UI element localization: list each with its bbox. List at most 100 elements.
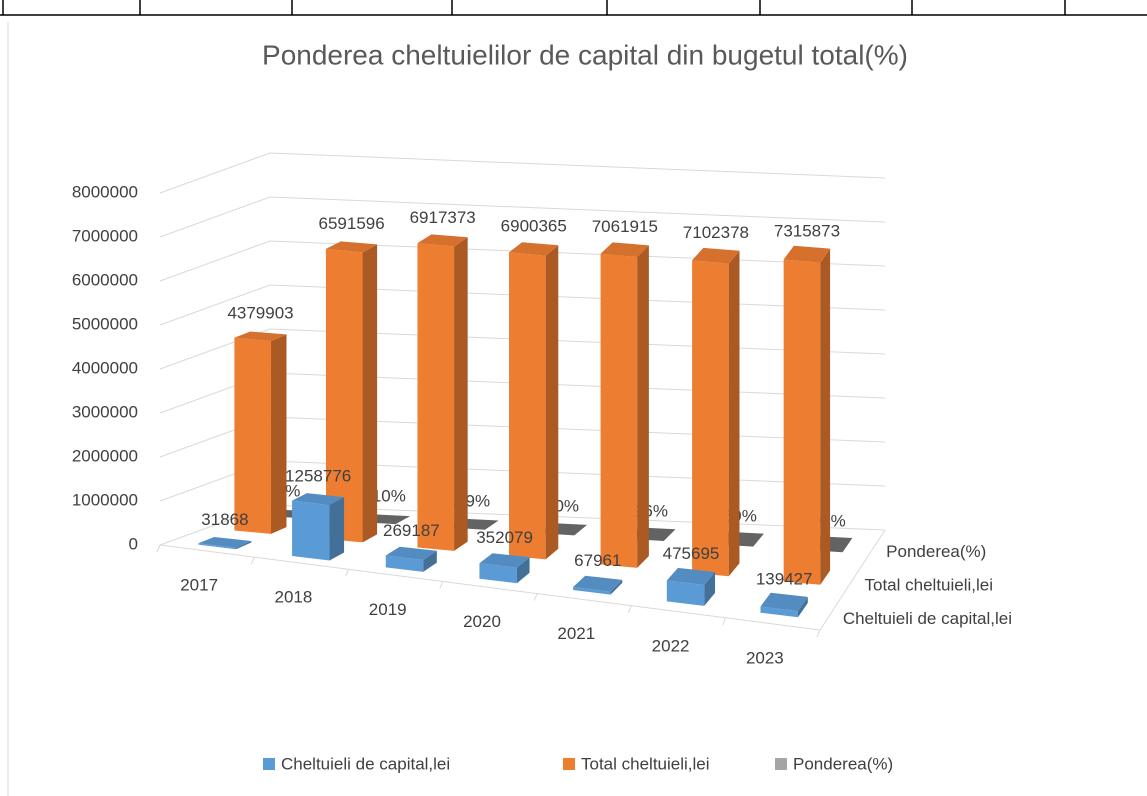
bar-top bbox=[385, 546, 437, 561]
x-tick-label: 2019 bbox=[369, 600, 407, 619]
data-label: 4379903 bbox=[227, 304, 293, 323]
chart-title: Ponderea cheltuielilor de capital din bu… bbox=[262, 39, 908, 70]
x-tick-label: 2021 bbox=[557, 624, 595, 643]
bar-side bbox=[610, 579, 623, 595]
data-label: 6591596 bbox=[319, 214, 385, 233]
y-tick-label: 3000000 bbox=[72, 402, 138, 421]
bar bbox=[692, 247, 740, 577]
x-tick bbox=[533, 593, 538, 601]
legend-label: Cheltuieli de capital,lei bbox=[281, 754, 450, 773]
bar-top bbox=[417, 234, 468, 247]
bar bbox=[417, 234, 468, 551]
bar-side bbox=[820, 248, 831, 585]
data-label: 6917373 bbox=[410, 208, 476, 227]
x-tick bbox=[345, 569, 350, 577]
x-tick-label: 2020 bbox=[463, 612, 501, 631]
bar-front bbox=[573, 587, 611, 595]
x-tick bbox=[816, 629, 821, 638]
bar-front bbox=[198, 543, 236, 550]
data-label: 7102378 bbox=[683, 223, 749, 242]
grid-line bbox=[159, 196, 886, 238]
bar-side bbox=[516, 557, 530, 584]
bar-top bbox=[325, 241, 378, 253]
y-tick-label: 5000000 bbox=[72, 314, 138, 333]
data-label: 7061915 bbox=[592, 217, 658, 236]
data-label: 352079 bbox=[476, 528, 533, 547]
bar-front bbox=[292, 500, 330, 561]
bar bbox=[509, 242, 559, 560]
bar-top bbox=[692, 247, 740, 264]
bar bbox=[479, 553, 530, 584]
bar-side bbox=[362, 244, 378, 543]
bar-side bbox=[797, 596, 808, 618]
x-tick bbox=[439, 581, 444, 589]
bar-front bbox=[479, 563, 517, 584]
bar-top bbox=[666, 567, 716, 585]
data-label: 1258776 bbox=[285, 467, 351, 486]
y-tick-label: 6000000 bbox=[72, 270, 138, 289]
y-tick-label: 7000000 bbox=[72, 226, 138, 245]
grid-line bbox=[159, 328, 886, 370]
bar-top bbox=[509, 242, 559, 256]
bar-top bbox=[783, 245, 831, 263]
table-border bbox=[0, 0, 1147, 16]
legend-label: Total cheltuieli,lei bbox=[581, 754, 710, 773]
bar-front bbox=[417, 243, 455, 551]
bar-front bbox=[600, 253, 638, 568]
bar bbox=[325, 241, 378, 543]
legend-swatch bbox=[775, 758, 787, 770]
grid-line bbox=[159, 284, 886, 326]
bar bbox=[385, 546, 437, 572]
bar bbox=[292, 493, 345, 561]
bar-side bbox=[704, 571, 716, 606]
depth-label: Ponderea(%) bbox=[886, 542, 986, 561]
x-tick bbox=[250, 556, 255, 565]
x-axis bbox=[159, 544, 821, 631]
grid-line bbox=[159, 152, 886, 194]
y-tick-label: 1000000 bbox=[72, 490, 138, 509]
bar-side bbox=[637, 245, 649, 568]
data-label: 139427 bbox=[756, 569, 813, 588]
bar bbox=[783, 245, 831, 585]
y-tick-label: 8000000 bbox=[72, 182, 138, 201]
depth-axis bbox=[819, 529, 886, 631]
bar bbox=[573, 575, 623, 595]
bar-front bbox=[783, 259, 821, 585]
data-label: 6900365 bbox=[501, 216, 567, 235]
legend-swatch bbox=[263, 758, 275, 770]
depth-label: Cheltuieli de capital,lei bbox=[843, 609, 1012, 628]
bar-side bbox=[329, 497, 345, 561]
bar-front bbox=[666, 580, 705, 606]
x-tick-label: 2017 bbox=[180, 576, 218, 595]
x-tick-label: 2018 bbox=[275, 588, 313, 607]
bar-front bbox=[385, 555, 424, 572]
data-label: 67961 bbox=[574, 551, 621, 570]
bar bbox=[234, 331, 287, 534]
bar-side bbox=[545, 245, 559, 560]
legend-swatch bbox=[563, 758, 575, 770]
bar-top bbox=[573, 575, 623, 592]
bar-side bbox=[235, 541, 252, 550]
bar-front bbox=[325, 248, 363, 543]
bar-top bbox=[292, 493, 345, 506]
bar-side bbox=[423, 550, 437, 572]
bar-side bbox=[728, 250, 740, 577]
bar-side bbox=[454, 237, 468, 551]
bar-side bbox=[271, 334, 287, 534]
data-label: 31868 bbox=[201, 510, 248, 529]
y-tick-label: 4000000 bbox=[72, 358, 138, 377]
legend-label: Ponderea(%) bbox=[793, 754, 893, 773]
bar-front bbox=[234, 337, 272, 534]
data-label: 269187 bbox=[383, 521, 440, 540]
y-tick-label: 0 bbox=[129, 534, 138, 553]
x-tick-label: 2022 bbox=[652, 636, 690, 655]
bar bbox=[666, 567, 716, 606]
grid-line bbox=[159, 240, 886, 282]
bar-top bbox=[600, 242, 649, 258]
x-tick bbox=[722, 617, 727, 626]
bar-front bbox=[509, 252, 546, 560]
data-label: 7315873 bbox=[774, 222, 840, 241]
bar-top bbox=[760, 592, 808, 612]
bar bbox=[760, 592, 808, 618]
